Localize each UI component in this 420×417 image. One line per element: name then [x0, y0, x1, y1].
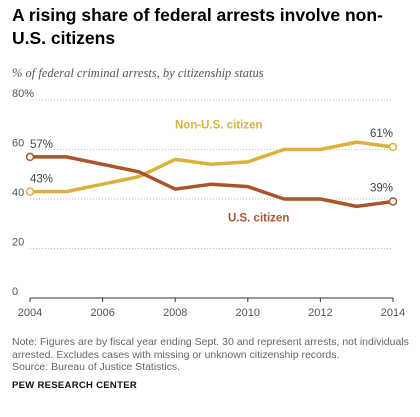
series-line-0 — [28, 140, 395, 194]
y-tick-label-40: 40 — [12, 187, 24, 199]
line-chart: 0 20 40 60 80% 2004 2006 2008 2010 2012 2014 43% 57… — [12, 88, 405, 319]
chart-note: Note: Figures are by fiscal year ending … — [12, 336, 412, 374]
series-marker-1-2004 — [25, 152, 35, 162]
start-value-label-nonus: 43% — [30, 174, 53, 186]
label-layer: 43% 57% 61% 39% Non-U.S. citizen U.S. citizen — [30, 119, 393, 224]
x-tick-label-2004: 2004 — [18, 307, 42, 319]
x-tick-label-2014: 2014 — [381, 307, 405, 319]
y-tick-label-80: 80% — [12, 88, 34, 100]
source-text: Source: Bureau of Justice Statistics. — [12, 361, 181, 373]
chart-subtitle: % of federal criminal arrests, by citize… — [12, 66, 264, 80]
series-marker-1-2014 — [388, 197, 398, 206]
grid-layer — [30, 99, 393, 249]
series-name-label-us: U.S. citizen — [228, 212, 289, 224]
x-tick-label-2010: 2010 — [236, 307, 260, 319]
end-value-label-us: 39% — [370, 182, 393, 194]
brand-logo-text: PEW RESEARCH CENTER — [12, 380, 137, 391]
y-tick-label-60: 60 — [12, 138, 24, 150]
end-value-label-nonus: 61% — [370, 128, 393, 140]
y-tick-label-0: 0 — [12, 286, 18, 298]
series-marker-0-2014 — [388, 142, 398, 152]
x-tick-label-2012: 2012 — [308, 307, 332, 319]
axis-layer: 0 20 40 60 80% 2004 2006 2008 2010 2012 2014 — [12, 88, 405, 319]
y-tick-label-20: 20 — [12, 237, 24, 249]
start-value-label-us: 57% — [30, 139, 53, 151]
chart-title: A rising share of federal arrests involv… — [12, 5, 383, 48]
x-tick-label-2008: 2008 — [163, 307, 187, 319]
series-name-label-nonus: Non-U.S. citizen — [175, 119, 263, 131]
x-tick-label-2006: 2006 — [90, 307, 114, 319]
note-text: Note: Figures are by fiscal year ending … — [12, 336, 409, 361]
series-marker-0-2004 — [25, 187, 35, 196]
series-layer — [25, 140, 398, 209]
series-line-1 — [28, 155, 395, 209]
